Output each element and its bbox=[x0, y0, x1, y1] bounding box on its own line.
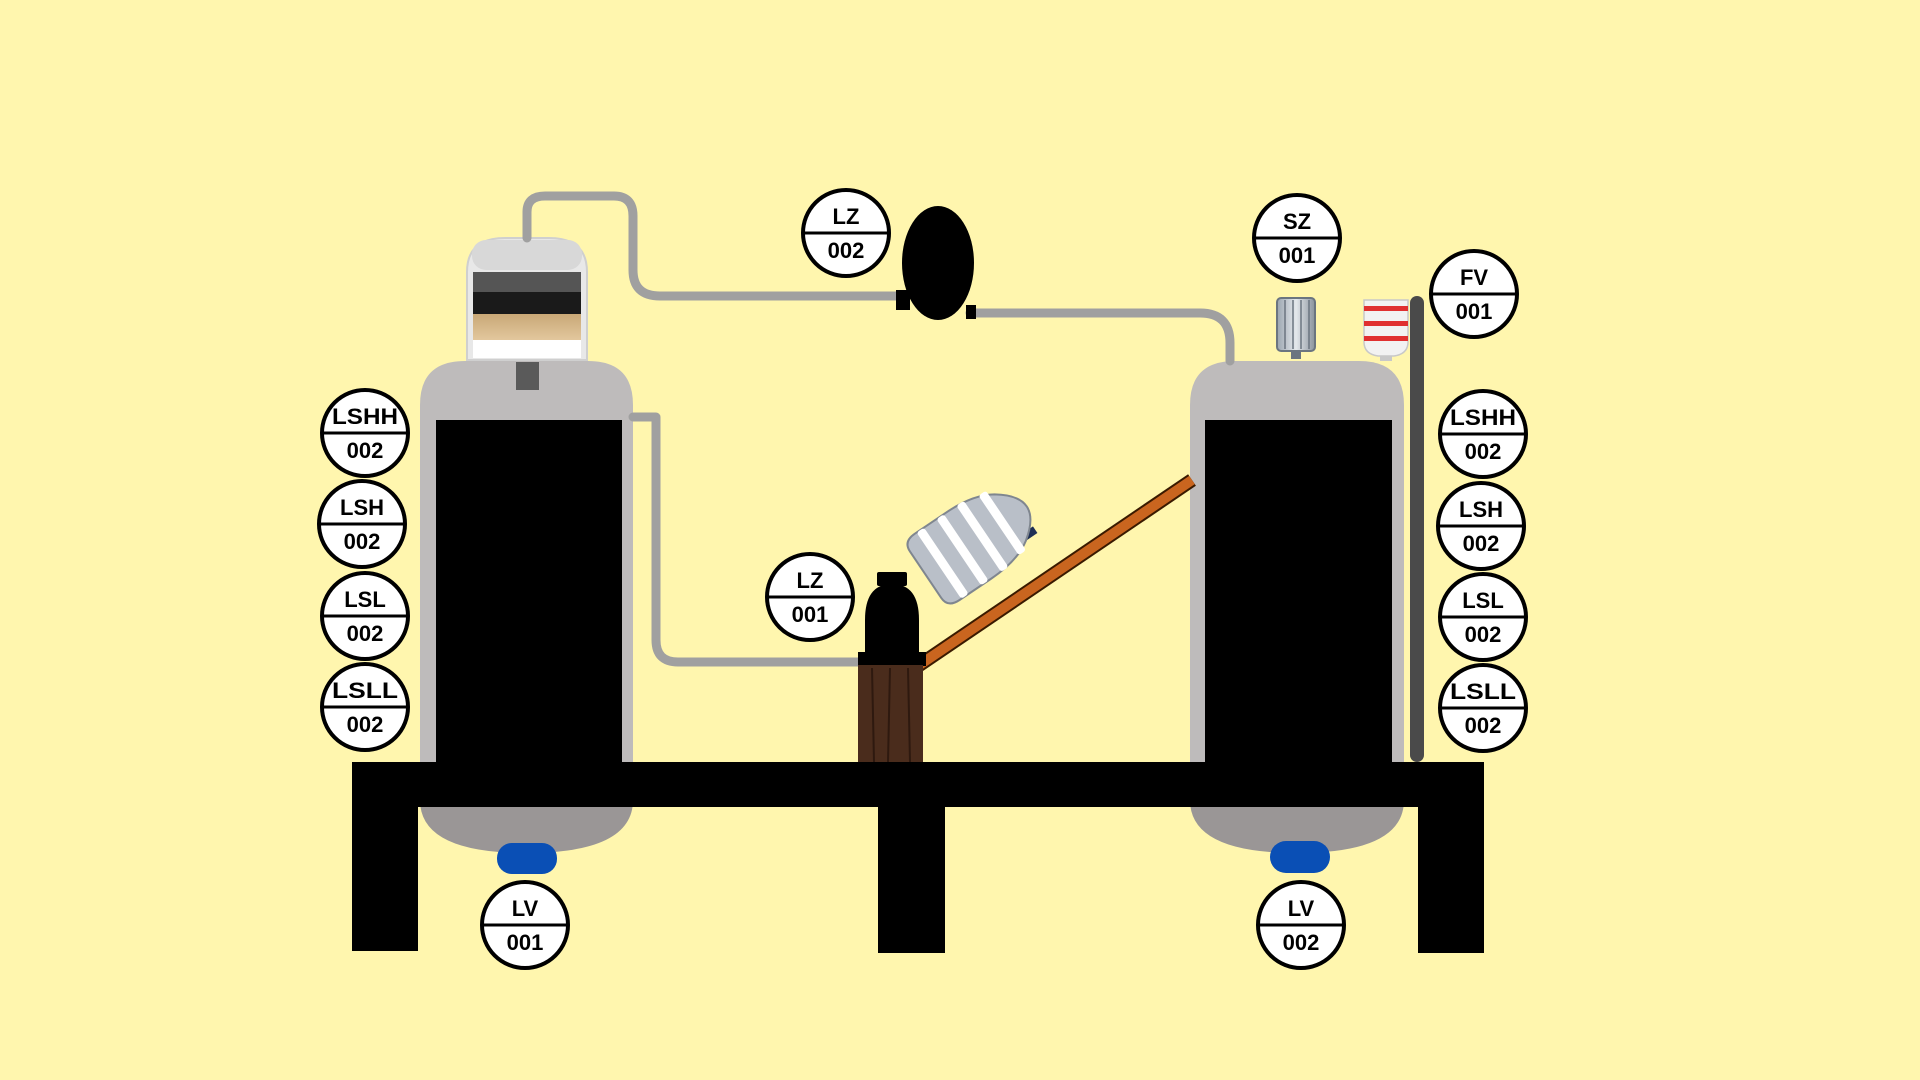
instrument-lshh-002-left[interactable]: LSHH 002 bbox=[320, 388, 410, 478]
pipes bbox=[522, 191, 1235, 667]
filter-base-layer bbox=[473, 340, 581, 358]
instrument-tag: LV bbox=[512, 896, 539, 921]
instrument-lv-002[interactable]: LV 002 bbox=[1256, 880, 1346, 970]
conveyor-motor[interactable] bbox=[903, 473, 1049, 608]
instrument-sz-001[interactable]: SZ 001 bbox=[1252, 193, 1342, 283]
wood-grain-1 bbox=[871, 667, 875, 763]
instrument-number: 002 bbox=[347, 438, 384, 463]
drain-valve-lv001[interactable] bbox=[497, 843, 557, 874]
pipe-filter-to-pump-lz002 bbox=[522, 191, 905, 301]
wood-grain-3 bbox=[907, 667, 911, 763]
wood-grain-2 bbox=[887, 667, 891, 763]
instrument-number: 002 bbox=[347, 621, 384, 646]
pump-lz001-base bbox=[858, 652, 926, 666]
left-tank[interactable] bbox=[420, 361, 633, 853]
filter-carbon-layer bbox=[473, 272, 581, 292]
instrument-bubbles: LZ002LZ001SZ001FV001LSHH002LSH002LSL002L… bbox=[317, 188, 1528, 970]
pump-lz002-right-port bbox=[966, 305, 976, 319]
instrument-number: 002 bbox=[1465, 622, 1502, 647]
instrument-number: 002 bbox=[1283, 930, 1320, 955]
left-tank-bottom-dome bbox=[420, 800, 633, 853]
right-tank[interactable] bbox=[1190, 361, 1404, 853]
pump-lz001-cap bbox=[877, 572, 907, 586]
instrument-number: 002 bbox=[344, 529, 381, 554]
instrument-tag: LZ bbox=[797, 568, 824, 593]
instrument-lsh-002-right[interactable]: LSH 002 bbox=[1436, 481, 1526, 571]
instrument-number: 002 bbox=[347, 712, 384, 737]
filter-sand-layer bbox=[473, 314, 581, 340]
valve-fv001[interactable] bbox=[1363, 299, 1409, 361]
instrument-tag: LSL bbox=[344, 587, 386, 612]
frame-leg-middle bbox=[878, 790, 945, 953]
instrument-lsll-002-right[interactable]: LSLL 002 bbox=[1438, 663, 1528, 753]
support-frame bbox=[352, 762, 1484, 953]
instrument-lsh-002-left[interactable]: LSH 002 bbox=[317, 479, 407, 569]
pump-lz001-body bbox=[865, 584, 919, 654]
valve-fv001-stripe-1 bbox=[1364, 306, 1408, 311]
left-tank-neck bbox=[516, 362, 539, 390]
conveyor[interactable] bbox=[911, 474, 1196, 674]
left-tank-inner bbox=[436, 420, 622, 762]
conveyor-belt bbox=[912, 475, 1195, 673]
agitator-motor-shaft bbox=[1291, 351, 1301, 359]
instrument-number: 001 bbox=[792, 602, 829, 627]
conveyor-motor-stripe-4 bbox=[979, 491, 1025, 555]
pump-lz001[interactable] bbox=[858, 572, 926, 666]
instrument-tag: LSH bbox=[340, 495, 384, 520]
instrument-number: 002 bbox=[1465, 439, 1502, 464]
instrument-lz-001[interactable]: LZ 001 bbox=[765, 552, 855, 642]
instrument-tag: FV bbox=[1460, 265, 1488, 290]
conveyor-motor-stripe-3 bbox=[957, 501, 1008, 571]
valve-fv001-tip bbox=[1380, 356, 1392, 361]
agitator-motor-sz001[interactable] bbox=[1276, 297, 1316, 359]
instrument-number: 001 bbox=[1456, 299, 1493, 324]
right-tank-inner bbox=[1205, 420, 1392, 762]
valve-fv001-stripe-2 bbox=[1364, 321, 1408, 326]
instrument-number: 002 bbox=[1463, 531, 1500, 556]
instrument-lsl-002-right[interactable]: LSL 002 bbox=[1438, 572, 1528, 662]
valve-fv001-stripe-3 bbox=[1364, 336, 1408, 341]
instrument-number: 002 bbox=[828, 238, 865, 263]
right-tank-gauge-pipe bbox=[1410, 296, 1424, 762]
filter-unit[interactable] bbox=[466, 237, 588, 361]
pipe-pump-lz002-to-right-tank bbox=[965, 308, 1235, 366]
pump-lz002-side-port bbox=[896, 290, 910, 310]
conveyor-motor-stripe-2 bbox=[937, 515, 988, 585]
instrument-lv-001[interactable]: LV 001 bbox=[480, 880, 570, 970]
instrument-number: 002 bbox=[1465, 713, 1502, 738]
instrument-fv-001[interactable]: FV 001 bbox=[1429, 249, 1519, 339]
drain-valve-lv002[interactable] bbox=[1270, 841, 1330, 873]
conveyor-motor-stripe-1 bbox=[917, 528, 968, 598]
instrument-tag: LSLL bbox=[332, 678, 398, 703]
instrument-number: 001 bbox=[507, 930, 544, 955]
instrument-tag: LZ bbox=[833, 204, 860, 229]
instrument-lshh-002-right[interactable]: LSHH 002 bbox=[1438, 389, 1528, 479]
pipe-left-tank-to-pump-lz001 bbox=[628, 412, 870, 667]
instrument-lsl-002-left[interactable]: LSL 002 bbox=[320, 571, 410, 661]
right-tank-bottom-dome bbox=[1190, 800, 1404, 853]
instrument-tag: LSH bbox=[1459, 497, 1503, 522]
instrument-tag: LSLL bbox=[1450, 679, 1516, 704]
valve-fv001-body bbox=[1363, 299, 1409, 357]
instrument-tag: LSL bbox=[1462, 588, 1504, 613]
instrument-number: 001 bbox=[1279, 243, 1316, 268]
filter-dark-layer bbox=[473, 292, 581, 314]
instrument-tag: LSHH bbox=[1450, 405, 1516, 430]
frame-leg-right bbox=[1418, 790, 1484, 953]
instrument-tag: LV bbox=[1288, 896, 1315, 921]
instrument-tag: SZ bbox=[1283, 209, 1311, 234]
wooden-block bbox=[858, 665, 923, 765]
instrument-tag: LSHH bbox=[332, 404, 398, 429]
pump-lz002[interactable] bbox=[896, 206, 976, 320]
instrument-lz-002[interactable]: LZ 002 bbox=[801, 188, 891, 278]
pump-lz002-body bbox=[902, 206, 974, 320]
filter-cap bbox=[472, 240, 582, 270]
frame-leg-left bbox=[352, 790, 418, 951]
instrument-lsll-002-left[interactable]: LSLL 002 bbox=[320, 662, 410, 752]
